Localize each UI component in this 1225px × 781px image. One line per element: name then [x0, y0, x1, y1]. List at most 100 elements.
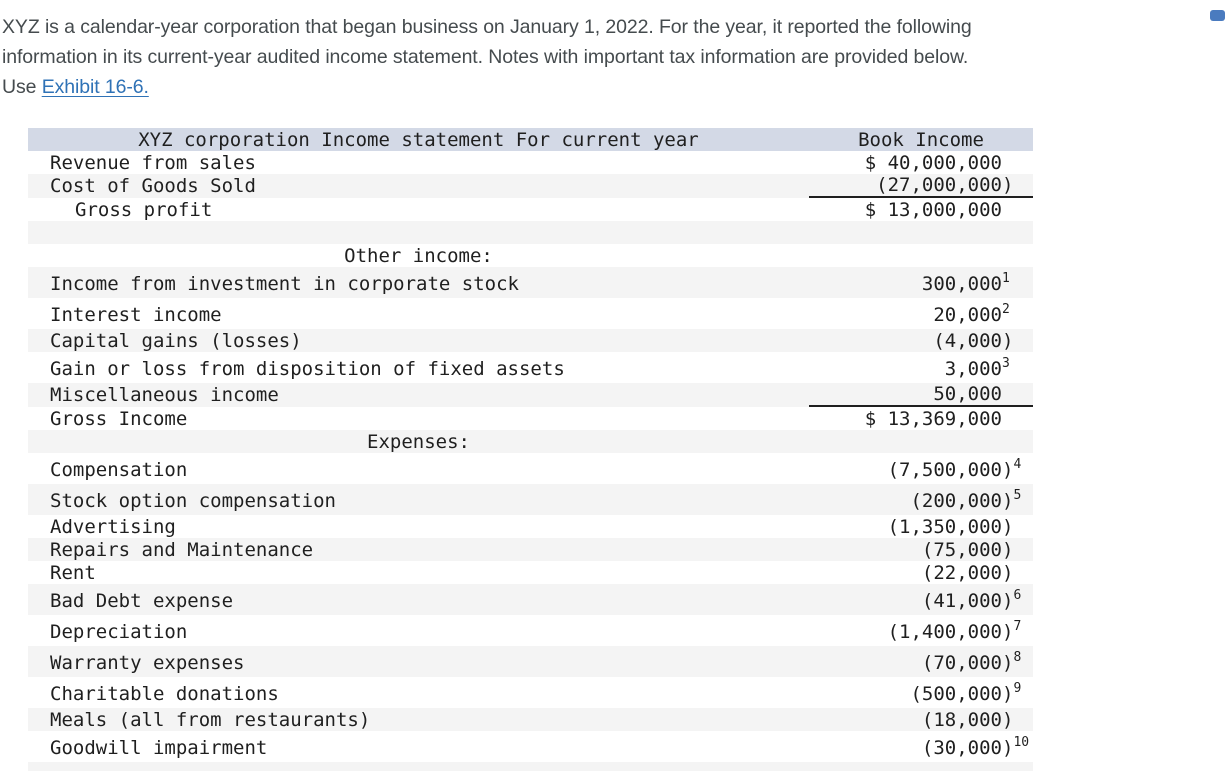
footnote-ref: 9: [1013, 680, 1022, 696]
footnote-ref: 5: [1013, 487, 1022, 503]
value-text: (30,000: [921, 737, 1002, 759]
table-row: Goodwill impairment (30,000)10: [28, 731, 1033, 762]
exhibit-link[interactable]: Exhibit 16-6.: [41, 76, 149, 98]
footnote-ref: 10: [1013, 734, 1030, 750]
value-text: (41,000: [921, 590, 1002, 612]
value-suffix: ): [1002, 561, 1014, 584]
row-label: Gain or loss from disposition of fixed a…: [50, 358, 565, 380]
table-row: Income from investment in corporate stoc…: [28, 267, 1033, 298]
row-value-cell: (4,000): [809, 330, 1033, 352]
row-value-cell: (22,000): [809, 562, 1033, 584]
row-value-cell: (1,350,000): [809, 516, 1033, 538]
row-label: Income from investment in corporate stoc…: [50, 273, 519, 295]
table-row: Warranty expenses (70,000)8: [28, 646, 1033, 677]
footnote-ref: 1: [1002, 270, 1010, 286]
value-text: (4,000: [933, 329, 1002, 352]
value-text: 50,000: [933, 383, 1002, 405]
row-label: Revenue from sales: [50, 151, 256, 174]
value-suffix: )5: [1002, 487, 1022, 512]
row-value-cell: (75,000): [809, 539, 1033, 561]
table-row: Capital gains (losses) (4,000): [28, 329, 1033, 352]
book-income-column-header: Book Income: [858, 128, 984, 151]
footnote-ref: 6: [1013, 587, 1022, 603]
footnote-ref: 8: [1013, 649, 1022, 665]
intro-line-3: Use Exhibit 16-6.: [2, 72, 1225, 102]
intro-line-2: information in its current-year audited …: [2, 46, 969, 68]
value-text: (27,000,000: [876, 174, 1002, 196]
row-value-cell: (30,000)10: [809, 734, 1033, 759]
table-body: Revenue from sales $ 40,000,000 Cost of Go…: [28, 151, 1033, 771]
row-value-cell: $ 40,000,000: [809, 152, 1033, 174]
table-row: Gross Income $ 13,369,000: [28, 407, 1033, 430]
table-row: Gain or loss from disposition of fixed a…: [28, 352, 1033, 383]
row-label: Goodwill impairment: [50, 737, 268, 759]
row-value-cell: (7,500,000)4: [809, 456, 1033, 481]
value-text: (70,000: [921, 652, 1002, 674]
value-text: (1,350,000: [887, 515, 1002, 538]
section-title: Other income:: [344, 244, 493, 267]
row-label: Capital gains (losses): [50, 329, 302, 352]
value-text: 300,000: [921, 273, 1002, 295]
value-text: (1,400,000: [887, 621, 1002, 643]
table-row: Charitable donations (500,000)9: [28, 677, 1033, 708]
intro-line-3-prefix: Use: [2, 76, 42, 98]
table-row: Bad Debt expense (41,000)6: [28, 584, 1033, 615]
table-row: Repairs and Maintenance (75,000): [28, 538, 1033, 561]
value-suffix: 1: [1002, 270, 1033, 295]
table-row: Miscellaneous income 50,000: [28, 383, 1033, 407]
value-suffix: )10: [1002, 734, 1030, 759]
row-label: Compensation: [50, 459, 188, 481]
value-suffix: )4: [1002, 456, 1022, 481]
row-label: Gross profit: [75, 198, 213, 221]
value-text: (200,000: [910, 490, 1002, 512]
value-suffix: )7: [1002, 618, 1022, 643]
row-value-cell: 300,000 1: [809, 270, 1033, 295]
intro-paragraph: XYZ is a calendar-year corporation that …: [2, 12, 1225, 102]
footnote-ref: 7: [1013, 618, 1022, 634]
row-value-cell: (500,000)9: [809, 680, 1033, 705]
partial-row: [28, 762, 1033, 771]
value-suffix: )9: [1002, 680, 1022, 705]
row-label: Meals (all from restaurants): [50, 708, 371, 731]
row-label: Charitable donations: [50, 683, 279, 705]
row-label: Stock option compensation: [50, 490, 336, 512]
value-text: 3,000: [944, 358, 1002, 380]
table-row: Depreciation (1,400,000)7: [28, 615, 1033, 646]
table-row: Revenue from sales $ 40,000,000: [28, 151, 1033, 174]
value-text: (22,000: [921, 561, 1002, 584]
value-suffix: ): [1002, 174, 1014, 196]
row-value-cell: 20,000 2: [809, 303, 1033, 326]
value-suffix: ): [1002, 515, 1014, 538]
value-text: $ 13,000,000: [864, 198, 1002, 221]
value-text: $ 13,369,000: [864, 407, 1002, 430]
row-label: Rent: [50, 561, 96, 584]
row-value-cell: $ 13,369,000: [809, 408, 1033, 430]
table-header-row: XYZ corporation Income statement For cur…: [28, 128, 1033, 151]
row-label: Repairs and Maintenance: [50, 538, 314, 561]
row-value-cell: 50,000: [809, 383, 1033, 407]
value-suffix: 2: [1002, 303, 1033, 326]
row-value-cell: (27,000,000): [809, 174, 1033, 198]
value-suffix: ): [1002, 538, 1014, 561]
row-value-cell: 3,000 3: [809, 355, 1033, 380]
corner-accent-icon: [1210, 10, 1225, 21]
section-header-row: Other income:: [28, 244, 1033, 267]
table-row: Compensation (7,500,000)4: [28, 453, 1033, 484]
statement-title: XYZ corporation Income statement For cur…: [138, 128, 699, 151]
row-value-cell: $ 13,000,000: [809, 199, 1033, 221]
value-text: $ 40,000,000: [864, 151, 1002, 174]
row-label: Depreciation: [50, 621, 188, 643]
income-statement-table: XYZ corporation Income statement For cur…: [28, 128, 1033, 771]
section-title: Expenses:: [367, 430, 470, 453]
section-header-row: Expenses:: [28, 430, 1033, 453]
row-label: Bad Debt expense: [50, 590, 234, 612]
table-row: Interest income 20,000 2: [28, 298, 1033, 329]
footnote-ref: 3: [1002, 355, 1010, 371]
table-row: Gross profit $ 13,000,000: [28, 198, 1033, 221]
value-suffix: )8: [1002, 649, 1022, 674]
row-value-cell: (1,400,000)7: [809, 618, 1033, 643]
value-text: (18,000: [921, 708, 1002, 731]
row-label: Gross Income: [50, 407, 188, 430]
row-value-cell: (200,000)5: [809, 487, 1033, 512]
value-text: (7,500,000: [887, 459, 1002, 481]
